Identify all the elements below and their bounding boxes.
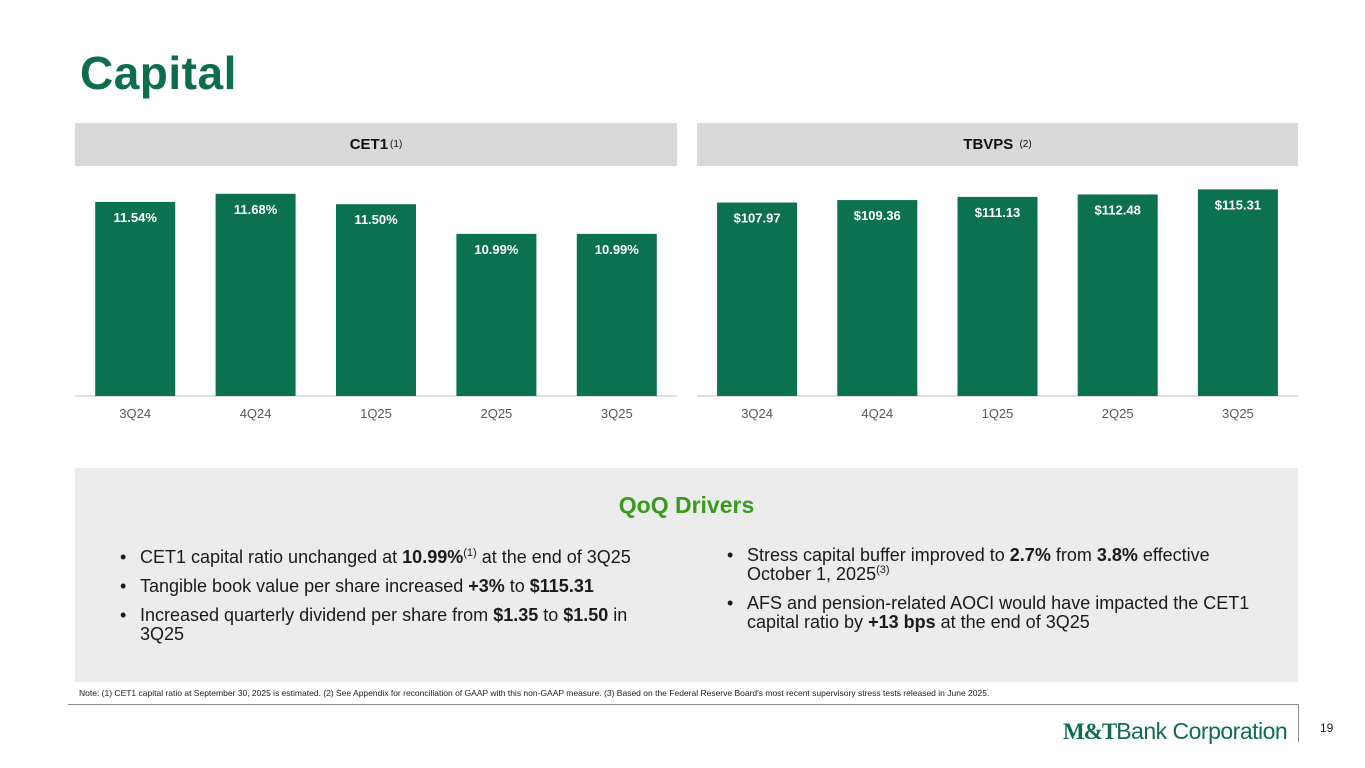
- tbvps-x-tick-label: 3Q25: [1222, 406, 1254, 421]
- qoq-drivers-panel: QoQ Drivers CET1 capital ratio unchanged…: [75, 468, 1298, 682]
- cet1-bar: [456, 233, 537, 396]
- bullet-text: at the end of 3Q25: [935, 612, 1090, 632]
- tbvps-chart-title: TBVPS: [963, 136, 1014, 153]
- tbvps-bar: [837, 200, 918, 396]
- cet1-bar-label: 10.99%: [595, 242, 640, 257]
- cet1-bar-chart: 11.54% 3Q24 11.68% 4Q24 11.50% 1Q25 10.99% 2Q25…: [75, 193, 677, 421]
- tbvps-bar-label: $109.36: [854, 208, 901, 223]
- company-logo: M&TBank Corporation: [1063, 718, 1288, 745]
- bullet-footnote: (3): [876, 564, 890, 576]
- cet1-bar-label: 11.54%: [114, 210, 158, 225]
- tbvps-chart-header: TBVPS (2): [697, 123, 1298, 166]
- tbvps-title-footnote: (2): [1019, 139, 1032, 150]
- cet1-x-tick-label: 2Q25: [480, 406, 512, 421]
- cet1-bar: [576, 233, 657, 396]
- page-title: Capital: [80, 47, 237, 99]
- tbvps-bar: [957, 196, 1038, 396]
- tbvps-bar: [1197, 189, 1278, 396]
- bullet-highlight: $1.50: [563, 605, 609, 625]
- tbvps-bar-label: $112.48: [1095, 202, 1141, 217]
- cet1-bar-label: 10.99%: [474, 242, 519, 257]
- tbvps-bar-label: $107.97: [734, 211, 781, 226]
- footnote-text: Note: (1) CET1 capital ratio at Septembe…: [79, 688, 990, 698]
- qoq-drivers-title: QoQ Drivers: [618, 492, 755, 518]
- tbvps-bar: [717, 202, 798, 396]
- tbvps-x-tick-label: 1Q25: [982, 406, 1014, 421]
- bullet-highlight: $1.35: [493, 605, 539, 625]
- cet1-x-tick-label: 1Q25: [360, 406, 392, 421]
- bullet-highlight: 10.99%: [402, 547, 464, 567]
- bullet-text: from: [1050, 545, 1097, 565]
- driver-bullet-item: CET1 capital ratio unchanged at 10.99%(1…: [120, 547, 675, 568]
- cet1-title-footnote: (1): [390, 139, 403, 150]
- drivers-right-list: Stress capital buffer improved to 2.7% f…: [727, 546, 1267, 642]
- tbvps-bar-chart: $107.97 3Q24 $109.36 4Q24 $111.13 1Q25 $112.48…: [697, 189, 1298, 421]
- bullet-text: CET1 capital ratio unchanged at: [140, 547, 403, 567]
- cet1-bar: [336, 204, 416, 396]
- cet1-x-tick-label: 4Q24: [240, 406, 272, 421]
- tbvps-x-tick-label: 2Q25: [1102, 406, 1134, 421]
- logo-wordmark: Bank Corporation: [1116, 718, 1288, 744]
- cet1-chart-header: CET1 (1): [75, 123, 677, 166]
- bullet-text: Increased quarterly dividend per share f…: [140, 605, 494, 625]
- cet1-chart-title: CET1: [349, 136, 389, 153]
- cet1-x-tick-label: 3Q24: [119, 406, 151, 421]
- footer-vertical-divider: [1298, 704, 1299, 742]
- logo-mark: M&T: [1063, 719, 1117, 744]
- tbvps-bar-label: $115.31: [1215, 197, 1261, 212]
- cet1-bar: [215, 193, 296, 396]
- footer-divider: [68, 704, 1298, 705]
- bullet-text: effective October 1, 2025: [747, 545, 1210, 584]
- bullet-text: Stress capital buffer improved to: [747, 545, 1010, 565]
- cet1-bar: [95, 201, 176, 396]
- bullet-text: to: [504, 576, 530, 596]
- drivers-left-list: CET1 capital ratio unchanged at 10.99%(1…: [120, 548, 675, 654]
- cet1-x-tick-label: 3Q25: [601, 406, 633, 421]
- driver-bullet-item: Stress capital buffer improved to 2.7% f…: [727, 546, 1267, 584]
- bullet-text: to: [538, 605, 564, 625]
- bullet-highlight: $115.31: [529, 576, 594, 596]
- bullet-text: in 3Q25: [140, 605, 628, 644]
- tbvps-x-tick-label: 3Q24: [741, 406, 773, 421]
- cet1-bar-label: 11.68%: [234, 202, 278, 217]
- bullet-footnote: (1): [463, 547, 477, 559]
- bullet-highlight: 2.7%: [1009, 545, 1051, 565]
- bullet-text: at the end of 3Q25: [476, 547, 631, 567]
- cet1-bar-label: 11.50%: [354, 212, 398, 227]
- tbvps-x-tick-label: 4Q24: [861, 406, 893, 421]
- tbvps-bar-label: $111.13: [975, 205, 1021, 220]
- driver-bullet-item: AFS and pension-related AOCI would have …: [727, 594, 1267, 632]
- driver-bullet-item: Increased quarterly dividend per share f…: [120, 606, 675, 644]
- page-number: 19: [1320, 721, 1334, 735]
- tbvps-bar: [1077, 194, 1158, 396]
- driver-bullet-item: Tangible book value per share increased …: [120, 576, 675, 597]
- bullet-highlight: +3%: [468, 576, 505, 596]
- bullet-highlight: 3.8%: [1096, 545, 1138, 565]
- bullet-text: Tangible book value per share increased: [140, 576, 469, 596]
- bullet-text: AFS and pension-related AOCI would have …: [747, 593, 1250, 632]
- bullet-highlight: +13 bps: [868, 612, 936, 632]
